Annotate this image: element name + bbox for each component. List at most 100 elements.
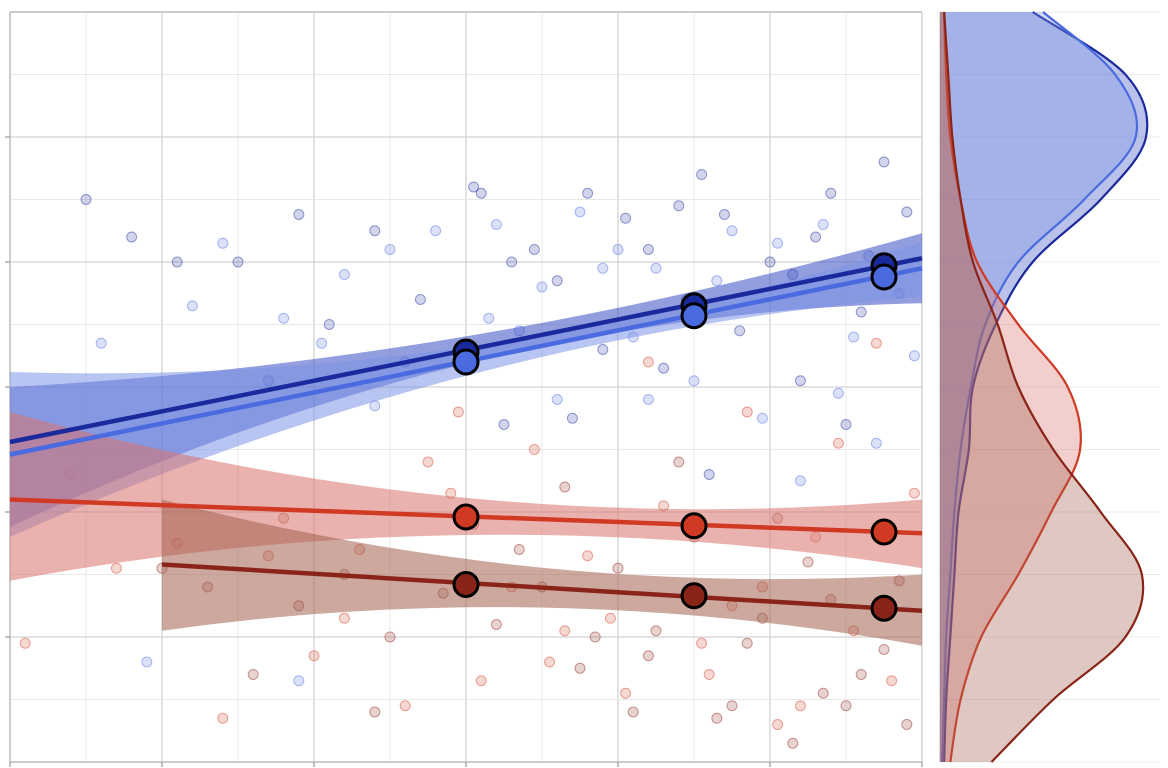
scatter-point-group-light-blue bbox=[870, 437, 882, 449]
scatter-point-group-dark-red bbox=[878, 644, 890, 655]
scatter-point-group-dark-red bbox=[612, 562, 624, 574]
scatter-point-group-light-blue bbox=[756, 412, 768, 424]
scatter-point-group-dark-blue bbox=[878, 156, 890, 168]
scatter-point-group-light-blue bbox=[490, 219, 502, 230]
scatter-point-group-dark-blue bbox=[566, 412, 578, 424]
scatter-point-group-light-blue bbox=[650, 262, 662, 274]
mean-marker-group-dark-red bbox=[680, 582, 708, 610]
scatter-point-group-light-red bbox=[908, 487, 920, 499]
scatter-point-group-dark-red bbox=[574, 662, 586, 674]
scatter-point-group-light-blue bbox=[726, 225, 738, 237]
scatter-point-group-dark-blue bbox=[658, 362, 670, 374]
density-area-group-light-red bbox=[940, 12, 1081, 762]
scatter-point-group-light-blue bbox=[278, 312, 290, 324]
scatter-point-group-light-blue bbox=[574, 206, 586, 218]
scatter-point-group-light-red bbox=[620, 687, 632, 699]
scatter-point-group-light-red bbox=[110, 562, 122, 574]
scatter-point-group-light-blue bbox=[711, 275, 723, 287]
mean-marker-group-light-blue bbox=[870, 263, 898, 291]
scatter-point-group-light-red bbox=[338, 612, 350, 624]
scatter-point-group-light-blue bbox=[338, 269, 350, 280]
mean-marker-group-light-red bbox=[680, 512, 708, 540]
scatter-point-group-dark-blue bbox=[323, 319, 335, 330]
scatter-point-group-light-blue bbox=[141, 656, 153, 668]
scatter-point-group-dark-blue bbox=[901, 206, 913, 218]
scatter-point-group-dark-blue bbox=[810, 231, 822, 243]
scatter-point-group-light-blue bbox=[384, 244, 396, 255]
scatter-point-group-dark-blue bbox=[171, 256, 183, 268]
scatter-point-group-dark-blue bbox=[582, 187, 594, 199]
scatter-point-group-light-blue bbox=[95, 337, 107, 349]
density-line-group-light-red bbox=[943, 11, 1082, 763]
scatter-point-group-light-blue bbox=[483, 312, 495, 324]
scatter-point-group-light-red bbox=[741, 406, 753, 418]
scatter-point-group-light-blue bbox=[908, 350, 920, 362]
scatter-point-group-light-red bbox=[832, 437, 844, 449]
scatter-point-group-light-red bbox=[696, 637, 708, 649]
scatter-point-group-light-blue bbox=[551, 394, 563, 405]
mean-marker-group-light-blue bbox=[680, 302, 708, 330]
mean-marker-group-dark-red bbox=[452, 571, 480, 598]
scatter-point-group-dark-blue bbox=[551, 275, 563, 287]
scatter-point-group-dark-blue bbox=[703, 469, 715, 480]
scatter-point-group-light-blue bbox=[832, 387, 844, 399]
scatter-point-group-light-blue bbox=[293, 675, 305, 687]
scatter-point-group-dark-red bbox=[726, 700, 738, 712]
scatter-point-group-light-red bbox=[422, 456, 434, 468]
scatter-point-group-dark-blue bbox=[855, 306, 867, 318]
scatter-point-group-light-red bbox=[870, 337, 882, 349]
scatter-point-group-dark-blue bbox=[794, 375, 806, 387]
scatter-point-group-dark-blue bbox=[80, 194, 92, 205]
scatter-point-group-dark-red bbox=[369, 706, 381, 718]
scatter-point-group-light-red bbox=[308, 650, 320, 662]
scatter-point-group-dark-blue bbox=[498, 419, 510, 430]
scatter-point-group-light-red bbox=[217, 712, 229, 724]
scatter-point-group-light-blue bbox=[217, 237, 229, 249]
scatter-point-group-dark-blue bbox=[764, 256, 776, 268]
scatter-point-group-dark-red bbox=[802, 556, 814, 568]
scatter-point-group-dark-blue bbox=[840, 419, 852, 430]
scatter-point-group-dark-red bbox=[559, 481, 571, 493]
mean-marker-group-light-red bbox=[870, 518, 898, 546]
scatter-point-group-light-red bbox=[399, 700, 411, 712]
scatter-point-group-light-red bbox=[886, 675, 898, 687]
scatter-point-group-light-blue bbox=[316, 337, 328, 349]
scatter-point-group-dark-blue bbox=[369, 225, 381, 237]
scatter-point-group-dark-blue bbox=[528, 244, 540, 255]
scatter-point-group-dark-blue bbox=[414, 294, 426, 305]
density-line-group-dark-red bbox=[943, 11, 1145, 763]
scatter-point-group-dark-red bbox=[840, 700, 852, 712]
scatter-point-group-light-blue bbox=[794, 475, 806, 487]
scatter-point-group-dark-blue bbox=[232, 256, 244, 268]
scatter-point-group-dark-blue bbox=[468, 181, 480, 193]
confidence-band-group-dark-red bbox=[162, 499, 922, 646]
scatter-point-group-light-red bbox=[794, 700, 806, 712]
regression-line-group-dark-red bbox=[161, 562, 923, 613]
scatter-point-group-dark-blue bbox=[673, 200, 685, 212]
scatter-point-group-light-red bbox=[452, 406, 464, 418]
scatter-point-group-dark-red bbox=[787, 737, 799, 749]
scatter-point-group-dark-red bbox=[384, 631, 396, 643]
scatter-point-group-light-red bbox=[544, 656, 556, 668]
scatter-point-group-dark-red bbox=[901, 719, 913, 730]
density-line-group-dark-blue bbox=[943, 11, 1149, 763]
scatter-point-group-dark-red bbox=[711, 712, 723, 724]
mean-markers bbox=[452, 252, 898, 622]
scatter-point-group-light-red bbox=[772, 719, 784, 730]
scatter-point-group-dark-blue bbox=[718, 209, 730, 220]
scatter-point-group-light-blue bbox=[817, 219, 829, 230]
scatter-point-group-dark-red bbox=[490, 619, 502, 630]
scatter-point-group-dark-blue bbox=[825, 187, 837, 199]
scatter-point-group-dark-blue bbox=[620, 212, 632, 224]
scatter-point-group-light-red bbox=[642, 356, 654, 368]
density-line-group-light-blue bbox=[940, 11, 1139, 763]
scatter-point-group-light-blue bbox=[848, 331, 860, 343]
scatter-point-group-light-blue bbox=[536, 281, 548, 293]
scatter-point-group-light-blue bbox=[688, 375, 700, 387]
scatter-point-group-dark-red bbox=[855, 669, 867, 680]
scatter-point-group-light-red bbox=[19, 637, 31, 649]
scatter-point-group-light-red bbox=[582, 550, 594, 562]
scatter-point-group-dark-blue bbox=[597, 344, 609, 355]
